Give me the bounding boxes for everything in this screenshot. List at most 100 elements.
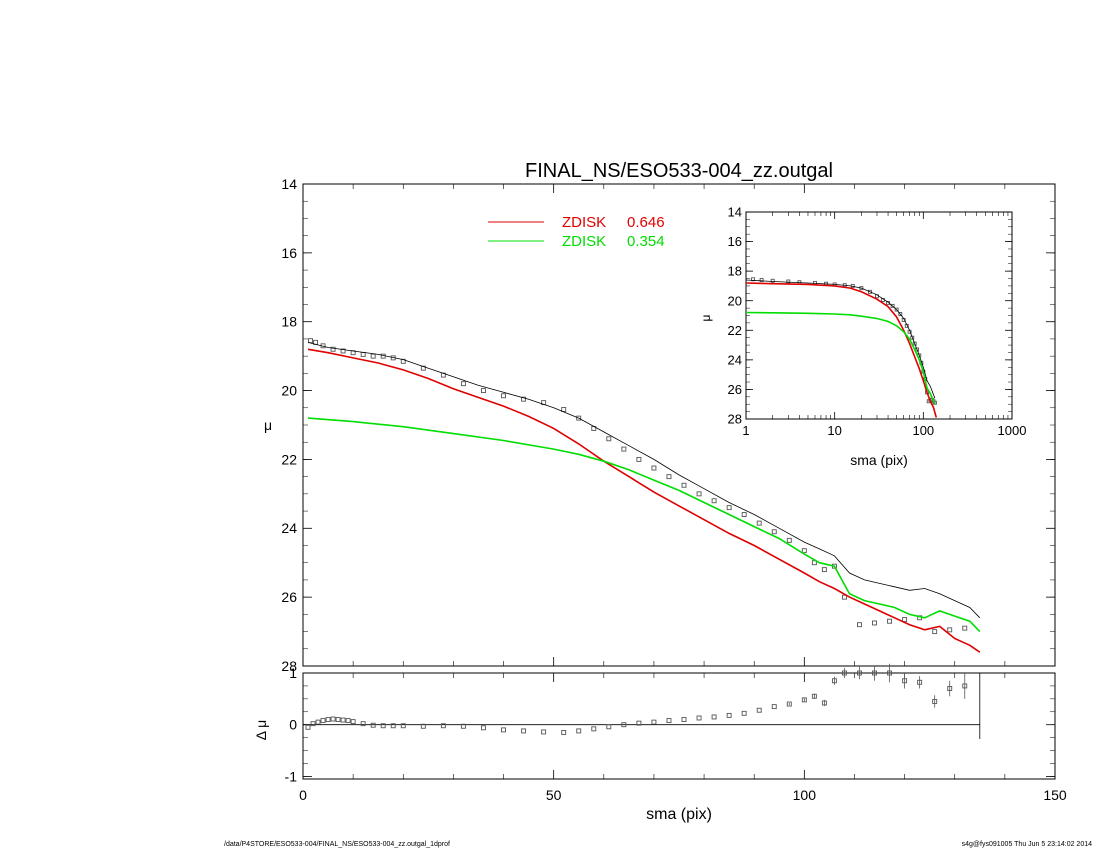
data-point [786,279,791,284]
data-point [380,723,386,729]
data-point [481,725,486,731]
x-axis-label: sma (pix) [646,806,712,823]
data-point [811,693,817,699]
data-point [872,670,877,676]
data-point [770,278,775,283]
main-legend: ZDISK 0.646 ZDISK 0.354 [488,214,665,250]
inset-plot-frame [745,211,1013,420]
data-point [741,512,747,517]
data-point [420,723,426,729]
y-tick-label: 0 [289,717,297,733]
legend-label: ZDISK [562,214,606,231]
data-point [932,629,938,635]
residual-y-axis-label: Δ μ [253,720,269,741]
data-point [917,679,923,685]
y-tick-label: 28 [281,658,297,674]
series-line-zdisk-0-354 [745,311,936,405]
footer-file-path: /data/P4STORE/ESO533-004/FINAL_NS/ESO533… [224,841,450,848]
inset-x-axis-label: sma (pix) [850,452,908,468]
data-point [857,670,862,676]
y-tick-label: 22 [728,323,742,338]
inset-panel: 1 10 100 1000 14 16 18 20 22 24 26 28 μ sma (pix) [699,205,1026,468]
y-tick-label: 24 [728,352,742,367]
residual-axis-ticks: 0 50 100 150-101 [285,665,1067,803]
data-point [841,670,847,676]
data-point [335,717,341,722]
main-title: FINAL_NS/ESO533-004_zz.outgal [525,160,833,182]
data-point [887,670,893,676]
residual-panel: 0 50 100 150-101 Δ μ sma (pix) [253,663,1067,823]
data-point [872,620,877,626]
y-tick-label: 1 [289,665,297,681]
data-point [340,717,346,723]
data-point [868,289,872,294]
data-point [606,724,612,730]
data-point [756,707,762,713]
data-point [726,505,732,511]
data-point [651,719,657,725]
data-point [621,446,627,452]
inset-series-group [745,277,938,418]
y-tick-label: 26 [281,589,297,605]
y-tick-label: 14 [281,176,297,192]
series-line-zdisk-0-354 [307,417,981,633]
x-tick-label: 100 [793,787,817,803]
inset-axis-ticks: 1 10 100 1000 14 16 18 20 22 24 26 28 [728,205,1027,438]
data-point [308,338,313,344]
data-point [759,278,764,282]
x-tick-label: 150 [1043,787,1067,803]
data-point [576,728,582,734]
data-point [821,567,827,573]
series-line-total [307,342,981,619]
data-point [857,622,862,628]
x-tick-label: 0 [299,787,307,803]
data-point [801,548,807,554]
data-point [325,717,331,722]
y-tick-label: 20 [728,293,742,308]
data-point [345,718,351,724]
main-y-axis-label: μ [264,417,272,433]
residual-series-group [303,663,981,739]
data-point [666,718,672,724]
series-line-zdisk-0-646 [745,282,938,418]
data-point [636,456,642,462]
footer-timestamp: s4g@fys091005 Thu Jun 5 23:14:02 2014 [961,841,1092,848]
data-point [932,698,938,704]
y-tick-label: 16 [281,245,297,261]
data-point [305,724,311,730]
data-point [400,723,406,729]
data-point [390,723,396,729]
data-point [681,482,687,488]
y-tick-label: 24 [281,520,297,536]
data-point [841,594,847,600]
data-point [726,712,732,718]
y-tick-label: -1 [285,768,298,784]
y-tick-label: 20 [281,382,297,398]
y-tick-label: 22 [281,451,297,467]
data-point [501,393,506,399]
data-point [360,351,366,357]
data-point [350,719,356,725]
x-tick-label: 1 [742,423,749,438]
data-point [887,618,893,624]
data-point [821,700,827,706]
residual-plot-frame [302,672,1056,780]
data-point [696,715,702,721]
data-point [898,312,903,316]
data-point [771,529,777,535]
data-point [320,718,326,724]
data-point [801,697,807,703]
data-point [711,498,717,504]
data-point [576,415,582,421]
data-point [440,723,446,729]
data-point [315,719,321,725]
data-point [831,678,837,684]
data-point [741,710,747,716]
legend-value: 0.354 [627,233,665,250]
data-point [756,520,762,526]
data-point [711,714,717,720]
data-point [912,341,917,346]
data-point [561,730,567,735]
data-point [666,474,672,480]
